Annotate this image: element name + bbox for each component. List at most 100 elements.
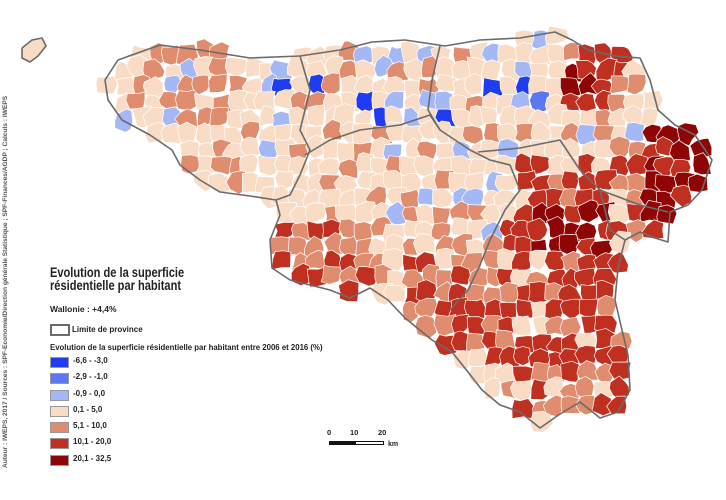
municipality (689, 137, 713, 159)
municipality (321, 119, 343, 142)
municipality (528, 249, 547, 271)
scale-bar: 0 10 20 km (324, 428, 414, 458)
municipality (320, 72, 341, 97)
municipality (562, 41, 583, 61)
municipality (560, 360, 580, 383)
province-boundaries (21, 31, 713, 429)
municipality (511, 315, 532, 337)
municipality (142, 58, 165, 81)
municipality (575, 93, 598, 115)
municipality (210, 155, 235, 176)
municipality (608, 230, 632, 255)
municipality (624, 122, 645, 142)
wallonie-average: Wallonie : +4,4% (50, 304, 117, 314)
municipality (643, 90, 664, 112)
municipality (95, 75, 119, 95)
municipality (544, 298, 564, 321)
municipality (639, 107, 659, 128)
province-boundary (427, 45, 521, 311)
map-title: Evolution de la superficie résidentielle… (50, 265, 214, 293)
province-boundary (21, 37, 47, 63)
legend-label: 5,1 - 10,0 (73, 421, 107, 431)
municipality (576, 360, 599, 383)
municipality (452, 350, 474, 370)
municipality (461, 125, 484, 145)
municipality (274, 170, 294, 192)
municipality (382, 169, 404, 190)
municipality (288, 142, 309, 163)
municipality (609, 75, 630, 95)
scale-segment-light (355, 441, 384, 445)
legend-label: 10,1 - 20,0 (73, 437, 112, 447)
municipality (353, 221, 373, 243)
title-line-1: Evolution de la superficie (50, 265, 185, 280)
province-boundary (275, 55, 311, 201)
scale-unit: km (388, 441, 399, 448)
municipalities (21, 25, 713, 433)
municipality (307, 104, 325, 128)
municipality (545, 25, 570, 45)
scale-segment-dark (329, 441, 355, 445)
legend-title: Evolution de la superficie résidentielle… (50, 343, 323, 352)
municipality (468, 267, 492, 289)
legend-swatch (50, 454, 69, 466)
province-boundary (304, 114, 441, 156)
municipality (208, 73, 228, 94)
province-limit-swatch (50, 324, 70, 336)
legend-swatch (50, 357, 69, 368)
legend-label: 0,1 - 5,0 (73, 404, 103, 414)
municipality (257, 154, 281, 177)
legend-swatch (50, 373, 69, 385)
municipality (351, 123, 373, 146)
municipality (513, 346, 531, 366)
province-boundary (599, 189, 626, 241)
municipality (591, 392, 612, 417)
municipality (481, 59, 501, 84)
municipality (383, 284, 406, 303)
municipality (656, 204, 678, 225)
municipality (560, 395, 581, 414)
municipality (413, 233, 436, 255)
province-boundary (104, 31, 713, 429)
municipality (355, 200, 378, 225)
municipality (526, 217, 549, 243)
municipality (529, 154, 551, 175)
municipality (608, 135, 633, 159)
municipality (320, 264, 343, 285)
legend-label: -6,6 - -3,0 (73, 356, 108, 365)
municipality (450, 265, 471, 286)
legend-swatch (50, 438, 69, 450)
legend-label: 20,1 - 32,5 (73, 453, 112, 463)
legend-swatch (50, 405, 69, 417)
municipality (337, 158, 360, 179)
municipality (478, 105, 498, 126)
province-boundary (477, 139, 669, 213)
municipality (577, 199, 602, 223)
municipality (530, 411, 554, 433)
municipality (559, 298, 583, 321)
municipality (529, 90, 551, 113)
legend-label: -2,9 - -1,0 (73, 372, 108, 382)
municipality (692, 152, 712, 176)
municipality (125, 91, 146, 110)
title-line-2: résidentielle par habitant (50, 278, 182, 293)
municipality (511, 251, 532, 273)
municipality (414, 314, 437, 339)
municipality (271, 250, 292, 271)
municipality (414, 297, 439, 320)
municipality (560, 170, 580, 191)
municipality (511, 398, 535, 420)
municipality (273, 221, 298, 239)
municipality (432, 188, 454, 208)
scale-tick: 10 (350, 428, 359, 437)
municipality (305, 202, 326, 223)
municipality (575, 123, 601, 146)
municipality (494, 173, 520, 192)
scale-tick: 0 (327, 428, 332, 437)
legend-label: -0,9 - 0,0 (73, 388, 106, 398)
municipality (528, 281, 548, 305)
municipality (191, 74, 211, 96)
municipality (239, 154, 259, 175)
municipality (416, 140, 438, 161)
municipality (594, 362, 615, 385)
